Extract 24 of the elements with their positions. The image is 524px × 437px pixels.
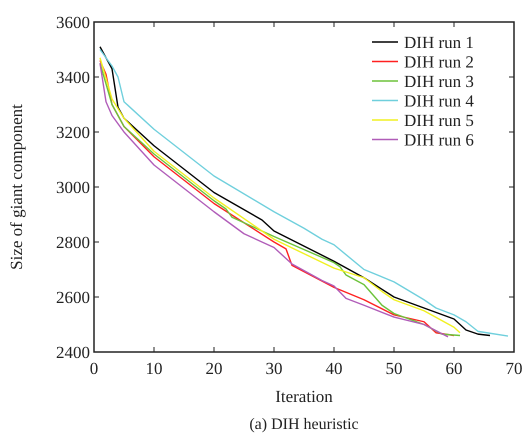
y-tick-label: 3000 bbox=[56, 178, 90, 197]
x-tick-label: 20 bbox=[206, 359, 222, 378]
x-tick-label: 70 bbox=[506, 359, 522, 378]
y-axis-title: Size of giant component bbox=[7, 104, 26, 270]
x-tick-label: 30 bbox=[266, 359, 282, 378]
y-tick-label: 2400 bbox=[56, 343, 90, 362]
legend-label: DIH run 4 bbox=[404, 92, 474, 110]
legend-label: DIH run 2 bbox=[404, 52, 474, 72]
y-tick-label: 2600 bbox=[56, 288, 90, 307]
y-tick-label: 3600 bbox=[56, 13, 90, 32]
x-tick-label: 10 bbox=[146, 359, 162, 378]
y-tick-label: 3200 bbox=[56, 123, 90, 142]
x-axis-title: Iteration bbox=[275, 387, 334, 406]
x-tick-label: 0 bbox=[90, 359, 98, 378]
legend-label: DIH run 6 bbox=[404, 130, 474, 150]
y-tick-label: 2800 bbox=[56, 233, 90, 252]
legend-label: DIH run 5 bbox=[404, 111, 474, 130]
x-tick-label: 60 bbox=[446, 359, 462, 378]
x-tick-label: 50 bbox=[386, 359, 402, 378]
y-tick-label: 3400 bbox=[56, 68, 90, 87]
legend-label: DIH run 1 bbox=[404, 33, 474, 52]
legend-label: DIH run 3 bbox=[404, 72, 474, 91]
x-tick-label: 40 bbox=[326, 359, 342, 378]
text: (a) DIH heuristic bbox=[249, 416, 359, 433]
